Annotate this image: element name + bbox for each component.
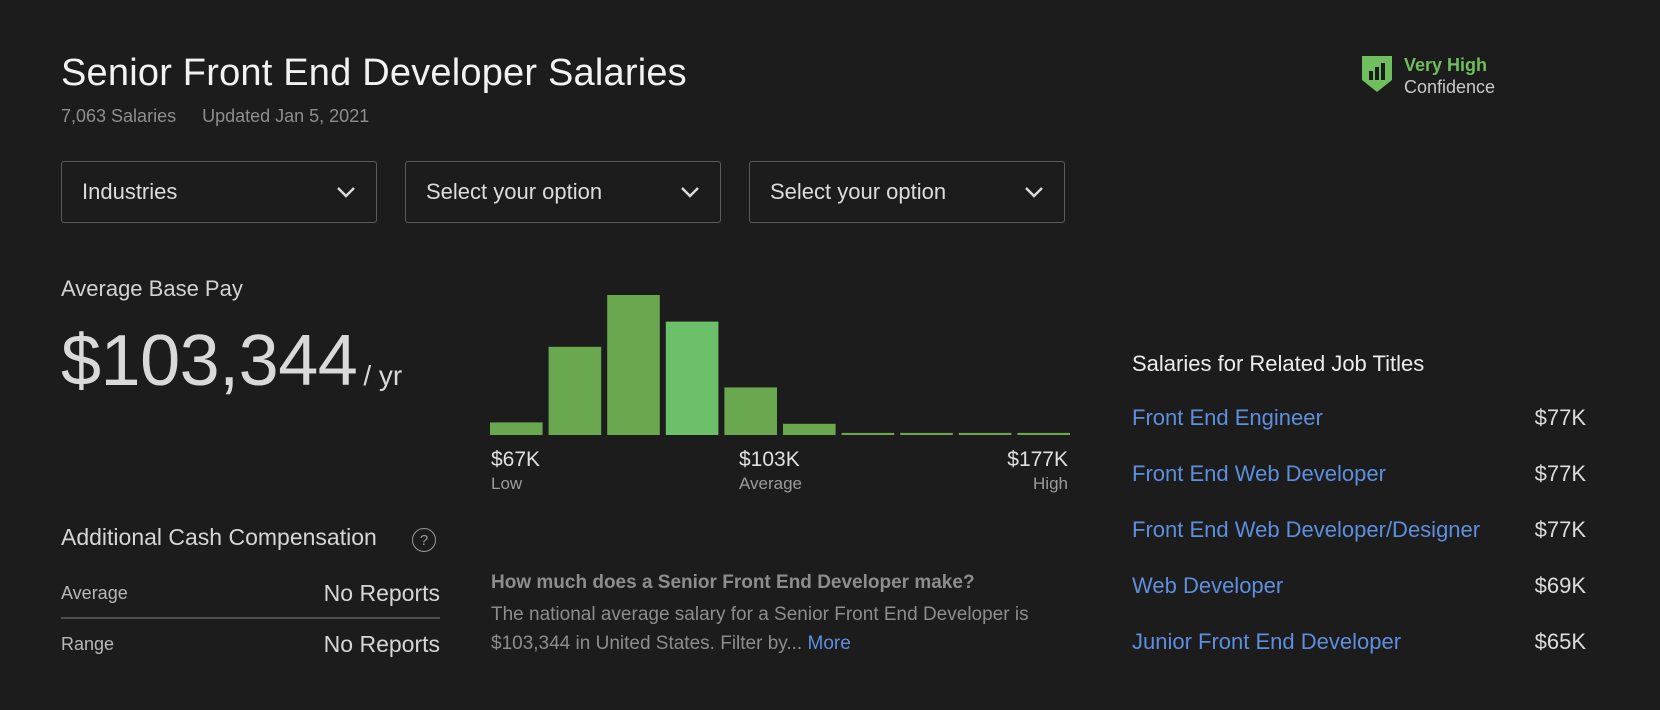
- row-divider: [61, 617, 440, 619]
- shield-bar-chart-icon: [1362, 56, 1392, 92]
- updated-date: Updated Jan 5, 2021: [202, 106, 370, 126]
- chevron-down-icon: [1025, 187, 1043, 198]
- related-job-link[interactable]: Front End Engineer: [1132, 405, 1323, 430]
- related-job-salary: $65K: [1534, 629, 1586, 654]
- additional-cash-average-row: Average No Reports: [61, 580, 440, 607]
- high-label: High: [1033, 474, 1068, 493]
- confidence-badge: Very High Confidence: [1360, 54, 1495, 98]
- histogram-bar: [490, 422, 543, 435]
- high-value: $177K: [1007, 448, 1068, 471]
- low-tick: $67K Low: [491, 448, 540, 494]
- average-base-pay: $103,344/ yr: [61, 320, 402, 402]
- low-label: Low: [491, 474, 523, 493]
- faq-question: How much does a Senior Front End Develop…: [491, 572, 975, 593]
- help-icon[interactable]: ?: [412, 528, 436, 552]
- chevron-down-icon: [681, 187, 699, 198]
- salaries-count: 7,063 Salaries: [61, 106, 177, 126]
- high-tick: $177K High: [1007, 448, 1068, 494]
- histogram-bar: [607, 295, 660, 435]
- average-value: $103K: [739, 448, 800, 471]
- page-title: Senior Front End Developer Salaries: [61, 52, 687, 94]
- related-item: Front End Web Developer $77K: [1132, 461, 1586, 487]
- page-meta: 7,063 Salaries Updated Jan 5, 2021: [61, 106, 369, 127]
- histogram-bar: [548, 346, 602, 435]
- histogram-bar: [841, 432, 895, 435]
- related-job-link[interactable]: Front End Web Developer/Designer: [1132, 517, 1481, 542]
- related-job-salary: $77K: [1534, 405, 1586, 430]
- histogram-bar: [783, 423, 836, 435]
- row-label: Average: [61, 583, 128, 603]
- average-base-pay-label: Average Base Pay: [61, 276, 243, 301]
- chevron-down-icon: [337, 187, 355, 198]
- confidence-level: Very High: [1404, 55, 1488, 75]
- row-value: No Reports: [323, 631, 440, 657]
- more-link[interactable]: More: [807, 633, 851, 654]
- faq-answer: The national average salary for a Senior…: [491, 600, 1051, 658]
- row-value: No Reports: [323, 580, 440, 606]
- option-dropdown-1[interactable]: Select your option: [405, 161, 721, 223]
- histogram-bar: [958, 432, 1012, 435]
- confidence-label: Confidence: [1404, 77, 1496, 97]
- base-pay-unit: / yr: [363, 360, 403, 391]
- dropdown-value: Select your option: [770, 179, 947, 204]
- related-job-salary: $69K: [1534, 573, 1586, 598]
- industries-dropdown[interactable]: Industries: [61, 161, 377, 223]
- related-job-salary: $77K: [1534, 461, 1586, 486]
- salary-histogram: [490, 295, 1070, 435]
- related-job-link[interactable]: Web Developer: [1132, 573, 1284, 598]
- histogram-bar: [724, 387, 777, 435]
- related-titles-heading: Salaries for Related Job Titles: [1132, 351, 1425, 376]
- histogram-bar: [1017, 432, 1070, 435]
- dropdown-value: Select your option: [426, 179, 603, 204]
- related-item: Web Developer $69K: [1132, 573, 1586, 599]
- average-label: Average: [739, 474, 803, 493]
- related-item: Front End Engineer $77K: [1132, 405, 1586, 431]
- related-job-link[interactable]: Junior Front End Developer: [1132, 629, 1402, 654]
- base-pay-amount: $103,344: [61, 321, 358, 401]
- low-value: $67K: [491, 448, 541, 471]
- related-item: Junior Front End Developer $65K: [1132, 629, 1586, 655]
- option-dropdown-2[interactable]: Select your option: [749, 161, 1065, 223]
- dropdown-value: Industries: [82, 179, 178, 204]
- row-label: Range: [61, 634, 115, 654]
- additional-cash-range-row: Range No Reports: [61, 631, 440, 658]
- histogram-bar: [900, 432, 953, 435]
- additional-cash-title: Additional Cash Compensation: [61, 524, 377, 550]
- average-tick: $103K Average: [739, 448, 802, 494]
- faq-answer-text: The national average salary for a Senior…: [491, 604, 1029, 654]
- related-job-salary: $77K: [1534, 517, 1586, 542]
- histogram-bar: [665, 321, 719, 435]
- related-item: Front End Web Developer/Designer $77K: [1132, 517, 1586, 543]
- related-job-link[interactable]: Front End Web Developer: [1132, 461, 1386, 486]
